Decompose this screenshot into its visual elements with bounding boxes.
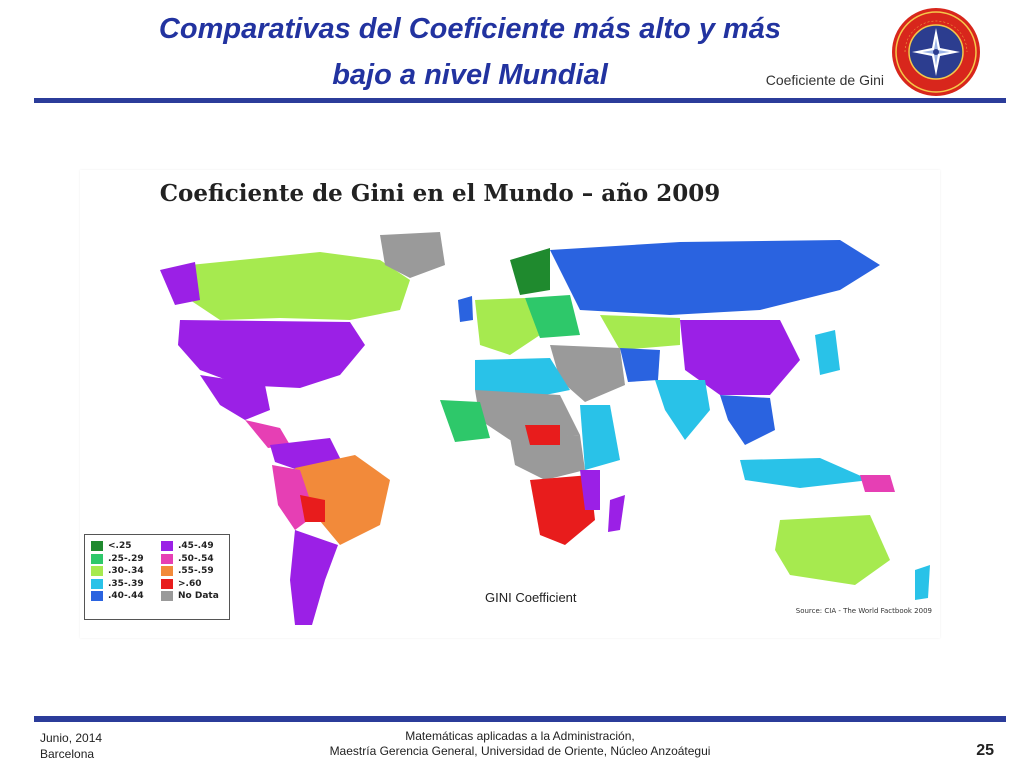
legend-label: .55-.59 [178,566,214,577]
region-indonesia [740,458,870,488]
region-uk [458,296,473,322]
legend-swatch [91,553,103,564]
legend-swatch [161,578,173,589]
region-bolivia [300,495,325,522]
region-argentina-chile [290,530,338,625]
university-seal-logo [892,8,980,96]
slide-title-line-2: bajo a nivel Mundial [332,59,608,91]
gini-world-map: Coeficiente de Gini en el Mundo – año 20… [80,170,940,638]
region-western-europe [475,298,540,355]
footer-program: Maestría Gerencia General, Universidad d… [329,744,711,758]
region-north-africa [475,358,570,400]
region-india [655,380,710,440]
region-central-africa [510,435,585,480]
legend-item: >.60 [161,578,219,591]
map-legend: <.25 .25-.29 .30-.34 .35-.39 .40-.44 .45… [84,534,230,620]
region-middle-east [550,345,625,402]
region-russia [550,240,880,315]
footer-city: Barcelona [40,747,95,761]
footer-course-info: Matemáticas aplicadas a la Administració… [250,729,790,759]
region-madagascar [608,495,625,532]
legend-item: No Data [161,590,219,603]
legend-item: .30-.34 [91,565,144,578]
legend-item: .50-.54 [161,553,219,566]
region-east-africa [580,405,620,470]
region-papua [860,475,895,492]
map-title: Coeficiente de Gini en el Mundo – año 20… [159,180,721,207]
slide-title-line-1: Comparativas del Coeficiente más alto y … [158,13,782,45]
legend-label: .30-.34 [108,566,144,577]
region-central-america [245,420,290,448]
section-label: Coeficiente de Gini [765,72,884,88]
legend-item: .35-.39 [91,578,144,591]
header-rule [34,98,1006,103]
region-new-zealand [915,565,930,600]
region-west-africa [440,400,490,442]
region-car [525,425,560,445]
page-number: 25 [976,742,994,759]
region-australia [775,515,890,585]
legend-swatch [161,541,173,552]
legend-swatch [91,566,103,577]
legend-label: .50-.54 [178,553,214,564]
region-china [680,320,800,395]
legend-item: .45-.49 [161,540,219,553]
map-source: Source: CIA - The World Factbook 2009 [795,607,932,615]
footer-rule [34,716,1006,722]
footer-date: Junio, 2014 [40,731,103,745]
legend-item: <.25 [91,540,144,553]
legend-swatch [161,591,173,602]
legend-label: >.60 [178,578,202,589]
legend-label: .40-.44 [108,591,144,602]
legend-swatch [91,578,103,589]
footer-course: Matemáticas aplicadas a la Administració… [405,729,635,743]
legend-caption: GINI Coefficient [485,590,577,605]
legend-item: .25-.29 [91,553,144,566]
region-alaska [160,262,200,305]
legend-swatch [91,591,103,602]
legend-item: .40-.44 [91,590,144,603]
region-canada [190,252,410,320]
legend-label: No Data [178,591,219,602]
legend-label: .25-.29 [108,553,144,564]
region-scandinavia [510,248,550,295]
region-brazil [295,455,390,545]
region-central-asia [600,315,680,350]
region-mozambique [580,470,600,510]
legend-label: <.25 [108,541,132,552]
region-iran [620,348,660,382]
legend-swatch [161,553,173,564]
legend-label: .35-.39 [108,578,144,589]
region-japan [815,330,840,375]
legend-swatch [161,566,173,577]
region-southern-africa [530,475,595,545]
region-mexico [200,375,270,420]
world-map-svg [160,232,930,625]
legend-label: .45-.49 [178,541,214,552]
slide-title: Comparativas del Coeficiente más alto y … [60,6,880,98]
region-southeast-asia [720,395,775,445]
region-eastern-europe [525,295,580,338]
footer-date-location: Junio, 2014 Barcelona [40,730,102,762]
legend-item: .55-.59 [161,565,219,578]
region-greenland [380,232,445,278]
legend-swatch [91,541,103,552]
legend-column-left: <.25 .25-.29 .30-.34 .35-.39 .40-.44 [91,540,144,603]
legend-column-right: .45-.49 .50-.54 .55-.59 >.60 No Data [161,540,219,603]
region-usa [178,320,365,388]
